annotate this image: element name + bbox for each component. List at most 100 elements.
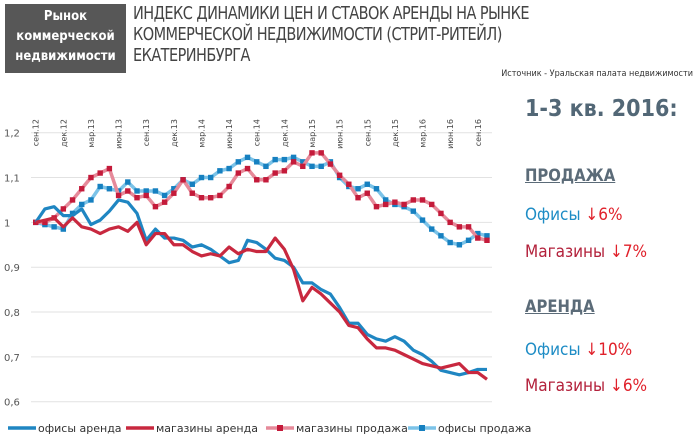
x-tick-label: мар.15 [308, 119, 317, 148]
x-tick-label: июн.15 [336, 119, 345, 149]
sale-offices-label: Офисы [525, 205, 581, 225]
data-point [198, 195, 205, 201]
data-point [281, 168, 288, 174]
data-point [125, 179, 131, 185]
x-tick-label: мар.13 [87, 119, 96, 148]
data-point [97, 183, 103, 190]
data-point [106, 186, 113, 192]
sale-shops-label: Магазины [525, 242, 606, 262]
legend-marker [419, 425, 425, 431]
series-line-1 [35, 216, 488, 381]
data-point [465, 224, 472, 230]
data-point [401, 201, 407, 208]
data-point [79, 201, 85, 208]
sale-header: ПРОДАЖА [525, 166, 616, 185]
data-point [254, 177, 260, 183]
data-point [475, 235, 481, 241]
data-point [97, 170, 103, 176]
data-point [69, 197, 76, 203]
data-point [88, 174, 94, 181]
data-point [327, 161, 334, 167]
data-point [309, 150, 315, 156]
x-tick-label: дек.14 [280, 119, 289, 147]
y-tick-label: 0,8 [4, 308, 20, 319]
data-point [134, 195, 140, 201]
data-point [42, 219, 48, 226]
rent-shops-value: ↓6% [610, 376, 648, 396]
data-point [309, 163, 315, 170]
data-point [226, 165, 232, 172]
data-point [161, 192, 168, 199]
data-point [171, 186, 177, 192]
data-point [346, 181, 352, 187]
x-tick-label: июн.16 [446, 119, 455, 149]
data-point [410, 208, 417, 214]
data-point [475, 230, 481, 237]
data-point [318, 163, 324, 170]
data-point [456, 224, 463, 230]
y-tick-label: 1,2 [4, 129, 20, 140]
data-point [447, 219, 453, 226]
title-line: ИНДЕКС ДИНАМИКИ ЦЕН И СТАВОК АРЕНДЫ НА Р… [133, 4, 530, 24]
legend-marker [277, 425, 283, 431]
sale-offices-value: ↓6% [585, 205, 623, 225]
data-point [244, 165, 251, 172]
data-point [355, 195, 361, 201]
data-point [263, 177, 269, 183]
data-point [180, 177, 186, 183]
data-point [382, 201, 389, 208]
data-point [207, 174, 214, 181]
data-point [281, 156, 288, 163]
data-point [392, 199, 398, 205]
data-point [226, 183, 232, 190]
data-point [51, 224, 57, 230]
x-tick-label: сен.16 [474, 119, 483, 146]
data-point [438, 210, 444, 217]
data-point [456, 242, 463, 248]
data-point [60, 206, 67, 212]
source-note: Источник - Уральская палата недвижимости [501, 69, 693, 79]
data-point [79, 186, 85, 192]
data-point [106, 165, 113, 172]
data-point [115, 192, 122, 199]
data-point [336, 172, 343, 178]
legend-label: офисы аренда [38, 422, 122, 435]
x-tick-label: сен.13 [142, 119, 151, 146]
sale-shops-value: ↓7% [610, 242, 648, 262]
data-point [290, 154, 297, 161]
data-point [465, 237, 472, 243]
data-point [88, 197, 94, 203]
data-point [355, 186, 361, 192]
legend-label: магазины аренда [156, 422, 258, 435]
data-point [134, 188, 140, 194]
legend-label: офисы продажа [438, 422, 531, 435]
data-point [373, 203, 380, 210]
data-point [235, 170, 242, 176]
data-point [235, 159, 242, 165]
data-point [152, 203, 159, 210]
rent-offices-label: Офисы [525, 340, 581, 360]
y-tick-label: 1,1 [4, 174, 20, 185]
title-line: ЕКАТЕРИНБУРГА [133, 46, 250, 66]
data-point [318, 150, 324, 156]
series-line-0 [34, 198, 487, 377]
data-point [254, 159, 260, 165]
y-tick-label: 0,7 [4, 353, 20, 364]
y-tick-label: 1 [4, 218, 10, 229]
data-point [429, 201, 435, 208]
badge-line: недвижимости [15, 49, 116, 64]
data-point [438, 233, 444, 239]
data-point [272, 170, 278, 176]
badge-line: Рынок [43, 9, 88, 24]
x-tick-label: июн.13 [115, 119, 124, 149]
data-point [217, 168, 223, 174]
data-point [60, 226, 67, 232]
data-point [69, 210, 76, 217]
y-tick-label: 0,6 [4, 398, 20, 409]
data-point [263, 163, 269, 170]
data-point [290, 159, 297, 165]
data-point [161, 199, 168, 205]
x-tick-label: сен.15 [363, 119, 372, 146]
data-point [429, 226, 435, 232]
data-point [143, 192, 149, 199]
